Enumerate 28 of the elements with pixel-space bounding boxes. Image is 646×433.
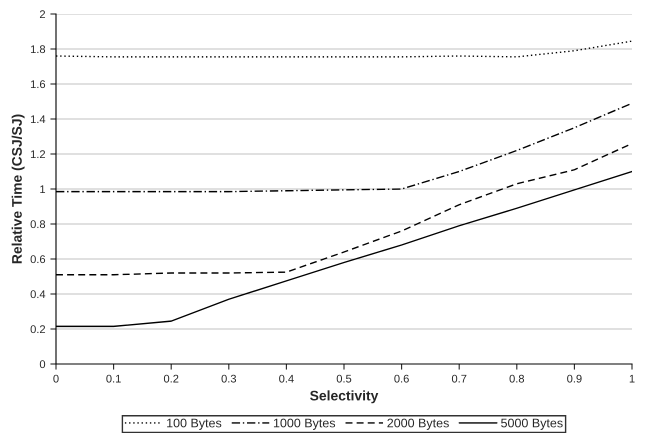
x-tick-label: 0.2 [164, 374, 178, 383]
y-tick-label: 0.8 [30, 220, 46, 228]
y-tick-label: 1.2 [30, 150, 46, 158]
legend-label: 1000 Bytes [274, 418, 336, 430]
y-tick-label: 0 [40, 360, 46, 368]
legend-label: 5000 Bytes [501, 418, 563, 430]
legend-label: 2000 Bytes [387, 418, 449, 430]
y-axis-title: Relative Time (CSJ/SJ) [12, 114, 25, 264]
x-tick-label: 1 [630, 374, 635, 382]
y-tick-label: 0.2 [30, 325, 46, 334]
y-tick-label: 1.8 [30, 45, 46, 54]
y-tick-label: 1 [40, 185, 46, 194]
y-tick-label: 0.6 [30, 255, 46, 264]
y-tick-label: 2 [40, 10, 46, 18]
legend-label: 100 Bytes [167, 418, 222, 430]
y-tick-label: 1.4 [30, 115, 46, 124]
x-tick-label: 0.5 [336, 374, 352, 383]
x-tick-label: 0.3 [222, 374, 236, 383]
x-tick-label: 0 [53, 374, 59, 383]
x-tick-label: 0.1 [106, 374, 121, 383]
y-tick-label: 1.6 [30, 80, 46, 88]
x-tick-label: 0.6 [394, 374, 409, 383]
x-axis-title: Selectivity [310, 390, 378, 404]
x-tick-label: 0.7 [452, 374, 466, 383]
x-tick-label: 0.8 [510, 374, 524, 383]
x-tick-label: 0.4 [279, 374, 294, 383]
y-tick-label: 0.4 [30, 290, 46, 298]
x-tick-label: 0.9 [567, 374, 582, 383]
